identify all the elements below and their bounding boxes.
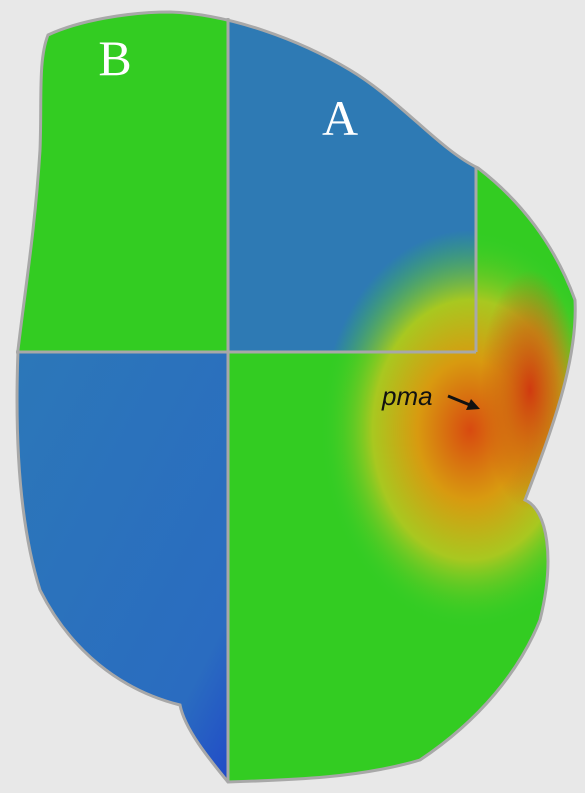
panel-label: A (322, 90, 358, 146)
annotation-arrow (447, 394, 471, 407)
face-outline (15, 10, 577, 784)
panel-label: B (98, 30, 131, 86)
heat-peak (480, 270, 576, 510)
annotation-arrowhead (466, 399, 480, 410)
annotation-label: pma (381, 381, 433, 411)
